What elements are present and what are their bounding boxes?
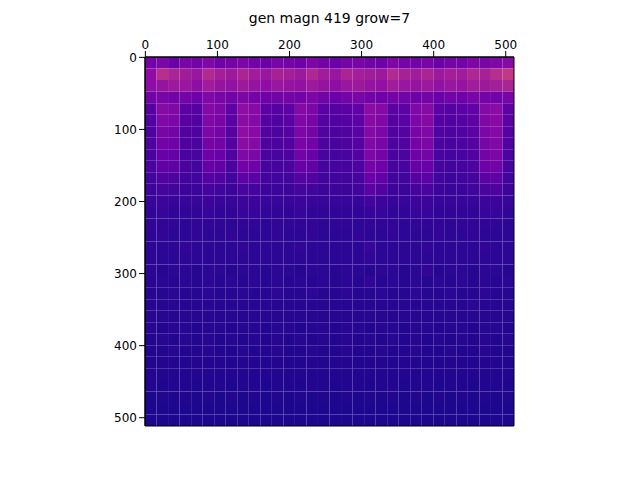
- svg-text:500: 500: [494, 38, 517, 52]
- svg-text:500: 500: [114, 411, 137, 425]
- svg-text:200: 200: [114, 195, 137, 209]
- svg-text:300: 300: [350, 38, 373, 52]
- svg-text:100: 100: [206, 38, 229, 52]
- svg-text:200: 200: [278, 38, 301, 52]
- html-text:gen magn 419 grow=7: gen magn 419 grow=7: [248, 10, 411, 26]
- svg-text:0: 0: [142, 38, 150, 52]
- svg-text:0: 0: [129, 51, 137, 65]
- svg-text:100: 100: [114, 123, 137, 137]
- svg-text:400: 400: [422, 38, 445, 52]
- svg-text:300: 300: [114, 267, 137, 281]
- svg-text:400: 400: [114, 339, 137, 353]
